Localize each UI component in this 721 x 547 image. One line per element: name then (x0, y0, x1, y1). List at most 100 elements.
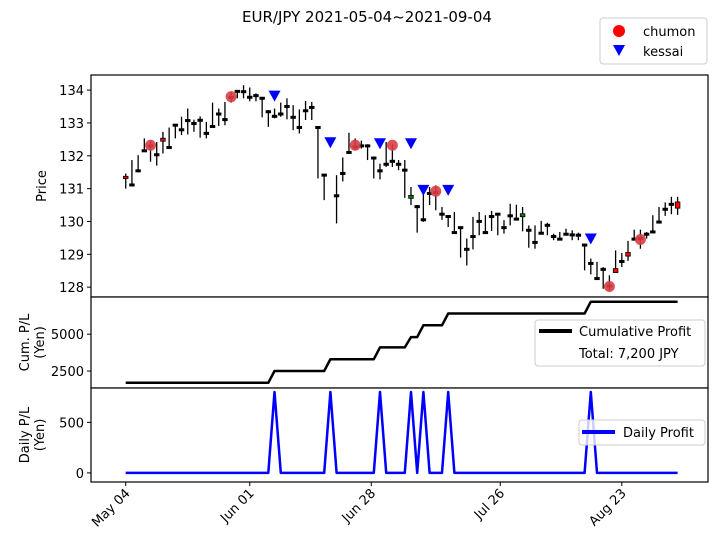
candle-body (544, 223, 551, 227)
candle-body (209, 125, 216, 129)
candle-body (513, 217, 520, 221)
candle-body (395, 162, 402, 166)
total-annotation: Total: 7,200 JPY (578, 347, 679, 362)
candle-body (265, 110, 272, 114)
legend-frame (599, 17, 708, 65)
legend-frame (534, 319, 706, 367)
y-tick-label: 0 (76, 467, 84, 482)
candle-body (309, 105, 315, 109)
y-tick-label: 134 (59, 84, 84, 99)
cumulative-legend-label: Cumulative Profit (579, 325, 691, 340)
candle-body (296, 125, 303, 129)
candle-body (414, 205, 420, 209)
candle-body (519, 213, 526, 218)
kessai-marker (584, 233, 597, 245)
candle-body (594, 277, 600, 281)
candle-body (575, 233, 582, 237)
candle-body (271, 114, 278, 118)
candle-body (656, 220, 662, 224)
chumon-marker (430, 185, 442, 197)
y-tick-label: 129 (59, 248, 84, 263)
candle-body (191, 122, 197, 126)
candle-body (321, 173, 327, 177)
candle-body (569, 233, 575, 237)
y-axis-label-line: Cum. P/L (18, 313, 33, 371)
candle-body (197, 118, 203, 122)
y-tick-label: 2500 (51, 365, 84, 380)
marker-legend: chumon kessai (599, 17, 708, 65)
candle-body (154, 153, 160, 157)
candle-body (439, 212, 445, 216)
candle-body (135, 169, 141, 173)
candle-body (625, 252, 631, 257)
candle-body (160, 137, 166, 142)
candle-body (507, 214, 513, 218)
candle-body (495, 212, 501, 216)
kessai-legend-label: kessai (643, 45, 683, 60)
candle-body (402, 168, 408, 172)
y-tick-label: 133 (59, 117, 84, 132)
x-tick-label: May 04 (89, 486, 133, 530)
series-line (125, 300, 678, 385)
chumon-marker (603, 280, 615, 292)
candle-body (532, 240, 538, 244)
y-axis-label-line: (Yen) (33, 419, 48, 452)
kessai-marker (373, 138, 386, 150)
candle-body (482, 231, 489, 235)
candle-body (476, 219, 482, 223)
y-tick-label: 130 (59, 215, 84, 230)
chumon-marker (145, 139, 157, 151)
candle-body (166, 146, 172, 150)
candle-body (240, 90, 247, 94)
chumon-marker (349, 139, 361, 151)
panel-frame (90, 387, 709, 483)
candle-body (389, 159, 396, 163)
candle-body (278, 112, 284, 116)
legend-frame (578, 419, 706, 446)
daily-pl-panel: 0 500 Daily P/L(Yen) (18, 387, 709, 483)
candle-body (253, 94, 259, 98)
price-panel: 128 129 130 131 132 133 134 Price (35, 74, 709, 298)
candle-body (247, 95, 253, 99)
candle-body (290, 115, 296, 119)
y-axis-label: Daily P/L(Yen) (18, 406, 48, 463)
y-axis-label-line: Daily P/L (18, 406, 33, 463)
candle-body (445, 214, 451, 218)
candle-body (557, 237, 563, 241)
candle-body (650, 230, 656, 234)
candle-body (346, 150, 352, 154)
daily-legend-label: Daily Profit (623, 426, 694, 441)
chart-title: EUR/JPY 2021-05-04~2021-09-04 (242, 8, 492, 26)
x-tick-label: Aug 23 (586, 486, 629, 529)
candle-body (464, 247, 470, 251)
candle-body (216, 112, 222, 116)
candle-body (234, 89, 241, 93)
chumon-legend-label: chumon (643, 25, 695, 40)
candle-body (470, 235, 476, 239)
kessai-marker (442, 184, 455, 196)
y-tick-label: 5000 (51, 328, 84, 343)
candle-body (488, 214, 495, 218)
chumon-marker (386, 139, 398, 151)
candle-body (668, 202, 675, 206)
candle-body (588, 261, 594, 265)
candle-body (451, 231, 458, 235)
cumulative-legend: Cumulative Profit Total: 7,200 JPY (534, 319, 706, 367)
candle-body (501, 226, 507, 230)
daily-legend: Daily Profit (578, 419, 706, 446)
candle-body (141, 149, 148, 153)
candle-body (364, 144, 371, 148)
candle-body (340, 171, 346, 175)
x-tick-label: Jul 26 (471, 486, 508, 523)
candle-body (302, 109, 309, 113)
series-line (125, 390, 678, 475)
candle-body (222, 118, 228, 122)
chumon-marker (634, 234, 646, 246)
y-tick-label: 500 (59, 416, 84, 431)
y-axis-label-line: (Yen) (33, 326, 48, 359)
candle-body (333, 194, 340, 198)
candle-body (315, 125, 321, 129)
x-tick-label: Jun 01 (217, 486, 257, 526)
candle-body (600, 267, 606, 271)
candle-body (172, 123, 179, 127)
